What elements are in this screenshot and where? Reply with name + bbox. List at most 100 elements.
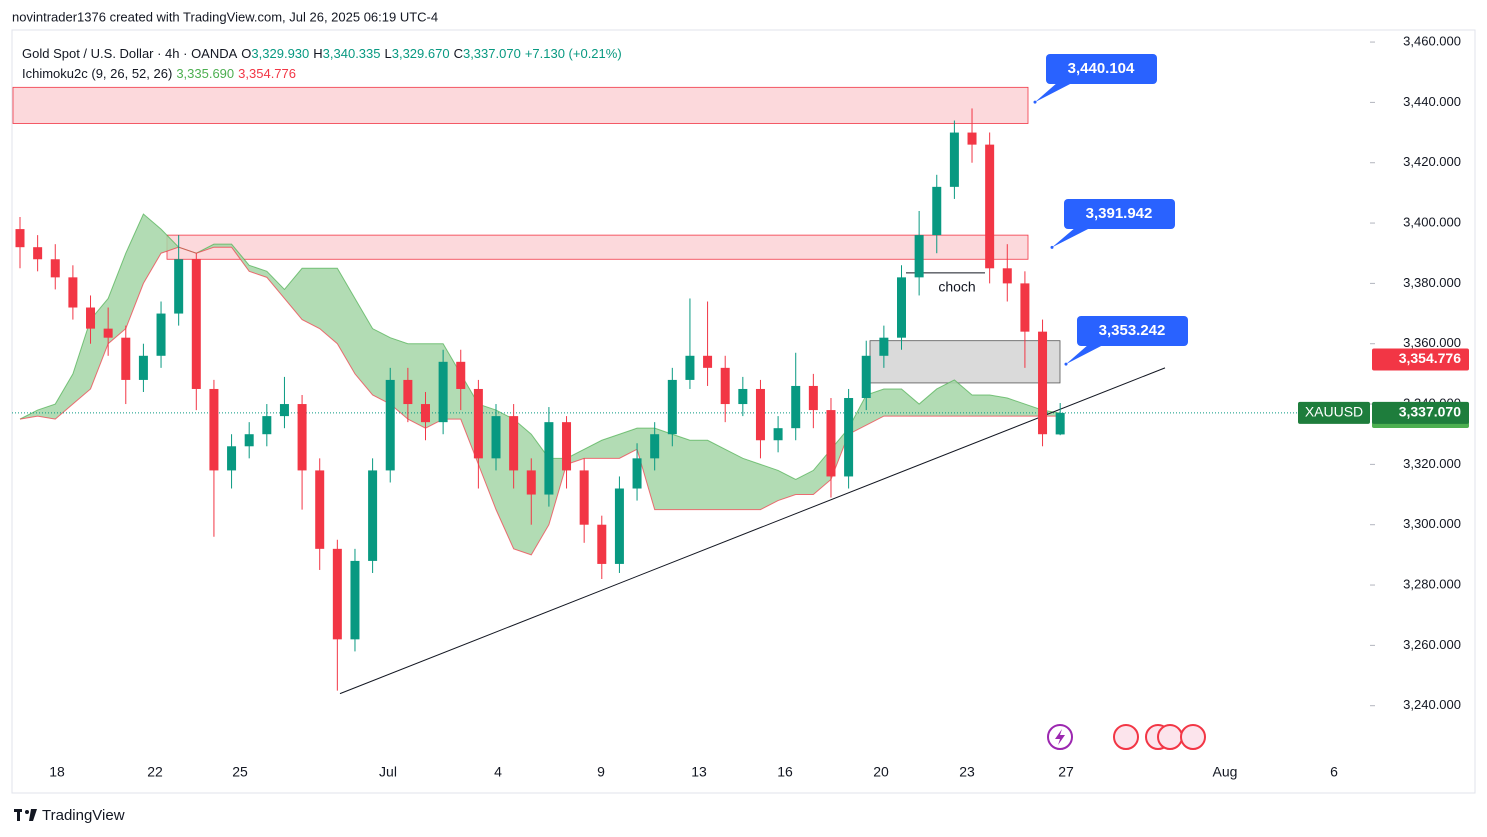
zone bbox=[166, 234, 1029, 260]
candle-body bbox=[191, 259, 201, 389]
candle-body bbox=[350, 560, 360, 640]
candle-body bbox=[897, 277, 906, 338]
x-tick-label: 22 bbox=[147, 764, 163, 780]
callout-label: 3,353.242 bbox=[1099, 322, 1166, 339]
y-tick-label: 3,400.000 bbox=[1403, 214, 1461, 229]
candle-body bbox=[368, 470, 378, 561]
candle-body bbox=[914, 235, 924, 278]
x-tick-label: 18 bbox=[49, 764, 65, 780]
candle-body bbox=[491, 416, 501, 459]
ohlc-value: 3,329.670 bbox=[391, 46, 450, 61]
symbol-legend: Gold Spot / U.S. Dollar · 4h · OANDA O3,3… bbox=[22, 46, 626, 61]
candle-body bbox=[932, 186, 942, 236]
indicator-name: Ichimoku2c (9, 26, 52, 26) bbox=[22, 66, 173, 81]
ohlc-value: 3,329.930 bbox=[251, 46, 310, 61]
y-tick-label: 3,420.000 bbox=[1403, 154, 1461, 169]
candle-body bbox=[473, 388, 483, 459]
y-tick-label: 3,240.000 bbox=[1403, 697, 1461, 712]
frame bbox=[11, 29, 1476, 794]
candle-body bbox=[985, 144, 995, 269]
candle-body bbox=[297, 404, 307, 471]
candle-body bbox=[597, 524, 607, 564]
callout-box bbox=[1077, 316, 1188, 346]
trendline bbox=[339, 367, 1166, 695]
x-tick-label: 27 bbox=[1058, 764, 1074, 780]
ohlc-value: 3,340.335 bbox=[322, 46, 381, 61]
candle-body bbox=[1020, 283, 1030, 332]
x-tick-label: 13 bbox=[691, 764, 707, 780]
candle-body bbox=[209, 388, 219, 471]
candle-body bbox=[174, 259, 184, 314]
credit: novintrader1376 created with TradingView… bbox=[12, 9, 438, 24]
price-tag-label: 3,354.776 bbox=[1399, 350, 1461, 366]
candle-body bbox=[1038, 331, 1048, 435]
x-tick-label: 23 bbox=[959, 764, 975, 780]
y-tick-label: 3,320.000 bbox=[1403, 456, 1461, 471]
candle-body bbox=[227, 446, 237, 471]
candle-body bbox=[703, 355, 713, 368]
candle-body bbox=[808, 385, 818, 411]
x-tick-label: 16 bbox=[777, 764, 793, 780]
y-tick-label: 3,440.000 bbox=[1403, 94, 1461, 109]
candle-body bbox=[15, 229, 25, 248]
candle-body bbox=[332, 548, 342, 640]
price-tag bbox=[1372, 348, 1469, 371]
candle-body bbox=[438, 361, 448, 423]
candle-body bbox=[949, 132, 959, 187]
choch-label: choch bbox=[938, 279, 975, 295]
zone bbox=[869, 340, 1061, 384]
x-tick-label: 9 bbox=[597, 764, 605, 780]
candle-body bbox=[861, 355, 871, 399]
candle-body bbox=[103, 328, 113, 338]
ohlc-key: O bbox=[241, 46, 252, 61]
callout-dot bbox=[1050, 245, 1054, 249]
candle-body bbox=[50, 259, 60, 278]
ohlc-key: H bbox=[313, 46, 323, 61]
zone bbox=[12, 86, 1029, 124]
candle-body bbox=[773, 428, 783, 441]
callout-label: 3,440.104 bbox=[1068, 60, 1135, 77]
candle-body bbox=[685, 355, 695, 380]
callout-box bbox=[1064, 199, 1175, 229]
indicator-value: 3,354.776 bbox=[238, 66, 296, 81]
ohlc-value: 3,337.070 bbox=[462, 46, 521, 61]
candle-body bbox=[579, 470, 589, 525]
callout-pointer bbox=[1035, 82, 1074, 103]
candle-body bbox=[667, 379, 677, 435]
y-tick-label: 3,380.000 bbox=[1403, 275, 1461, 290]
candle-body bbox=[826, 410, 836, 477]
candle-body bbox=[262, 416, 272, 435]
candle-body bbox=[791, 385, 801, 429]
change: +7.130 (+0.21%) bbox=[524, 46, 622, 61]
candle-body bbox=[420, 404, 430, 423]
price-tag bbox=[1372, 401, 1469, 424]
x-tick-label: 20 bbox=[873, 764, 889, 780]
candle-body bbox=[509, 416, 519, 471]
candle-body bbox=[967, 132, 977, 145]
ohlc-key: C bbox=[453, 46, 463, 61]
candle-body bbox=[279, 404, 289, 417]
cloud-fill bbox=[20, 214, 1061, 555]
candle-body bbox=[385, 379, 395, 471]
candle-body bbox=[755, 388, 765, 441]
y-tick-label: 3,260.000 bbox=[1403, 637, 1461, 652]
candle-body bbox=[244, 434, 254, 447]
candle-body bbox=[33, 247, 43, 260]
event-icons bbox=[1047, 724, 1206, 750]
ohlc-key: L bbox=[384, 46, 392, 61]
candle-body bbox=[1055, 412, 1065, 435]
symbol-tag-label: XAUUSD bbox=[1305, 404, 1363, 420]
x-tick-label: 25 bbox=[232, 764, 248, 780]
callout-pointer bbox=[1066, 344, 1105, 365]
candle-body bbox=[403, 379, 413, 405]
candle-body bbox=[68, 277, 78, 308]
candle-body bbox=[544, 422, 554, 495]
candle-body bbox=[720, 367, 730, 405]
candle-body bbox=[879, 337, 889, 356]
candle-body bbox=[86, 307, 96, 329]
callout-dot bbox=[1064, 362, 1068, 366]
callout-pointer bbox=[1052, 227, 1092, 248]
candle-body bbox=[562, 422, 572, 471]
